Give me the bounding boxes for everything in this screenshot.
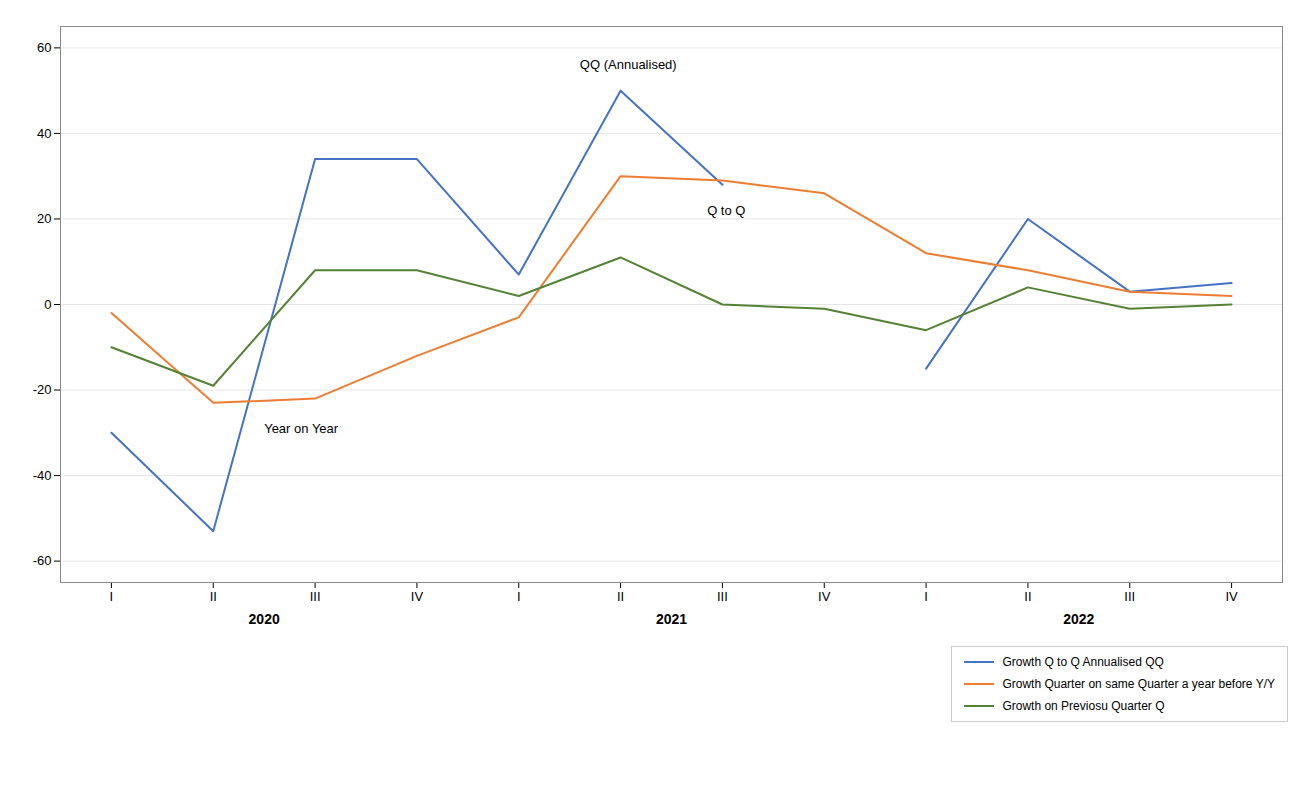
svg-text:I: I [110,589,114,604]
svg-text:IV: IV [1225,589,1238,604]
svg-text:II: II [617,589,624,604]
html-text:Growth on Previosu Quarter Q: Growth on Previosu Quarter Q [1002,699,1165,713]
svg-text:20: 20 [37,211,51,226]
svg-text:III: III [1124,589,1135,604]
svg-text:Year on Year: Year on Year [264,421,339,436]
svg-text:0: 0 [44,297,51,312]
html-text:Growth Q to Q Annualised QQ: Growth Q to Q Annualised QQ [1002,655,1164,669]
svg-text:IV: IV [818,589,831,604]
svg-text:III: III [310,589,321,604]
html-text:Growth Quarter on same Quarter: Growth Quarter on same Quarter a year be… [1002,677,1275,691]
svg-text:-40: -40 [33,468,52,483]
svg-text:60: 60 [37,40,51,55]
svg-text:2021: 2021 [656,611,687,627]
svg-text:Q to Q: Q to Q [707,203,745,218]
svg-text:2022: 2022 [1063,611,1094,627]
svg-text:I: I [517,589,521,604]
svg-text:I: I [924,589,928,604]
svg-text:QQ (Annualised): QQ (Annualised) [580,57,677,72]
svg-text:IV: IV [411,589,424,604]
svg-text:III: III [717,589,728,604]
svg-text:40: 40 [37,126,51,141]
svg-text:II: II [1024,589,1031,604]
svg-text:-60: -60 [33,553,52,568]
svg-text:-20: -20 [33,382,52,397]
svg-text:II: II [210,589,217,604]
svg-text:2020: 2020 [249,611,280,627]
